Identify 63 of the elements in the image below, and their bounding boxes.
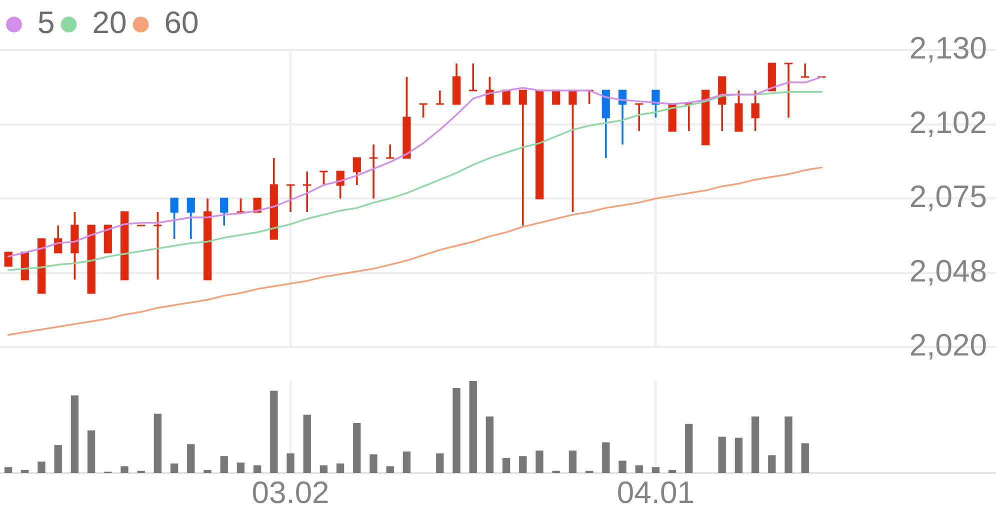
bar bbox=[751, 416, 760, 473]
bar bbox=[253, 465, 262, 473]
x-tick-label: 03.02 bbox=[252, 475, 330, 510]
bar bbox=[618, 460, 626, 473]
y-tick-label: 2,102 bbox=[909, 104, 987, 140]
bar bbox=[685, 424, 693, 473]
candlestick bbox=[303, 172, 312, 212]
bar bbox=[668, 470, 676, 473]
bar bbox=[38, 462, 46, 473]
bar bbox=[568, 450, 577, 473]
bar bbox=[486, 416, 494, 473]
y-tick-label: 2,048 bbox=[909, 253, 987, 288]
candlestick bbox=[369, 144, 378, 198]
candlestick bbox=[469, 64, 478, 92]
bar bbox=[286, 453, 294, 473]
bar bbox=[801, 443, 809, 473]
legend-label: 20 bbox=[92, 5, 127, 40]
candlestick bbox=[784, 62, 793, 118]
bar bbox=[270, 390, 278, 473]
y-tick-label: 2,130 bbox=[909, 30, 987, 66]
bar bbox=[353, 422, 361, 473]
bar bbox=[784, 416, 792, 473]
bar bbox=[436, 453, 444, 473]
candlestick bbox=[386, 144, 394, 159]
y-tick-label: 2,020 bbox=[909, 328, 987, 363]
candlestick bbox=[436, 90, 444, 105]
bar bbox=[21, 470, 29, 473]
bar bbox=[652, 467, 660, 473]
bar bbox=[734, 438, 743, 473]
bar bbox=[170, 463, 178, 473]
bar bbox=[768, 455, 776, 473]
bar bbox=[370, 454, 378, 473]
bar bbox=[519, 456, 527, 473]
bar bbox=[303, 414, 311, 473]
legend-label: 60 bbox=[164, 5, 199, 40]
bar bbox=[402, 452, 411, 473]
bar bbox=[320, 465, 328, 473]
bar bbox=[154, 414, 162, 473]
y-tick-label: 2,075 bbox=[909, 179, 987, 214]
bar bbox=[718, 436, 726, 473]
bar bbox=[87, 430, 96, 473]
bar bbox=[635, 465, 643, 473]
bar bbox=[386, 466, 394, 473]
bar bbox=[187, 444, 195, 473]
candlestick bbox=[518, 90, 527, 226]
bar bbox=[204, 470, 212, 473]
x-tick-label: 04.01 bbox=[616, 475, 694, 510]
bar bbox=[4, 467, 12, 473]
candlestick bbox=[635, 103, 644, 131]
candlestick bbox=[801, 64, 810, 78]
bar bbox=[120, 466, 128, 473]
bar bbox=[502, 458, 510, 473]
bar bbox=[602, 442, 610, 473]
candlestick bbox=[286, 184, 295, 212]
bar bbox=[536, 450, 544, 473]
bar bbox=[70, 395, 79, 473]
bar bbox=[469, 381, 477, 473]
legend-label: 5 bbox=[38, 5, 55, 40]
bar bbox=[452, 388, 460, 473]
bar bbox=[54, 445, 62, 473]
bar bbox=[236, 462, 245, 473]
bar bbox=[220, 456, 228, 473]
bar bbox=[336, 463, 344, 473]
